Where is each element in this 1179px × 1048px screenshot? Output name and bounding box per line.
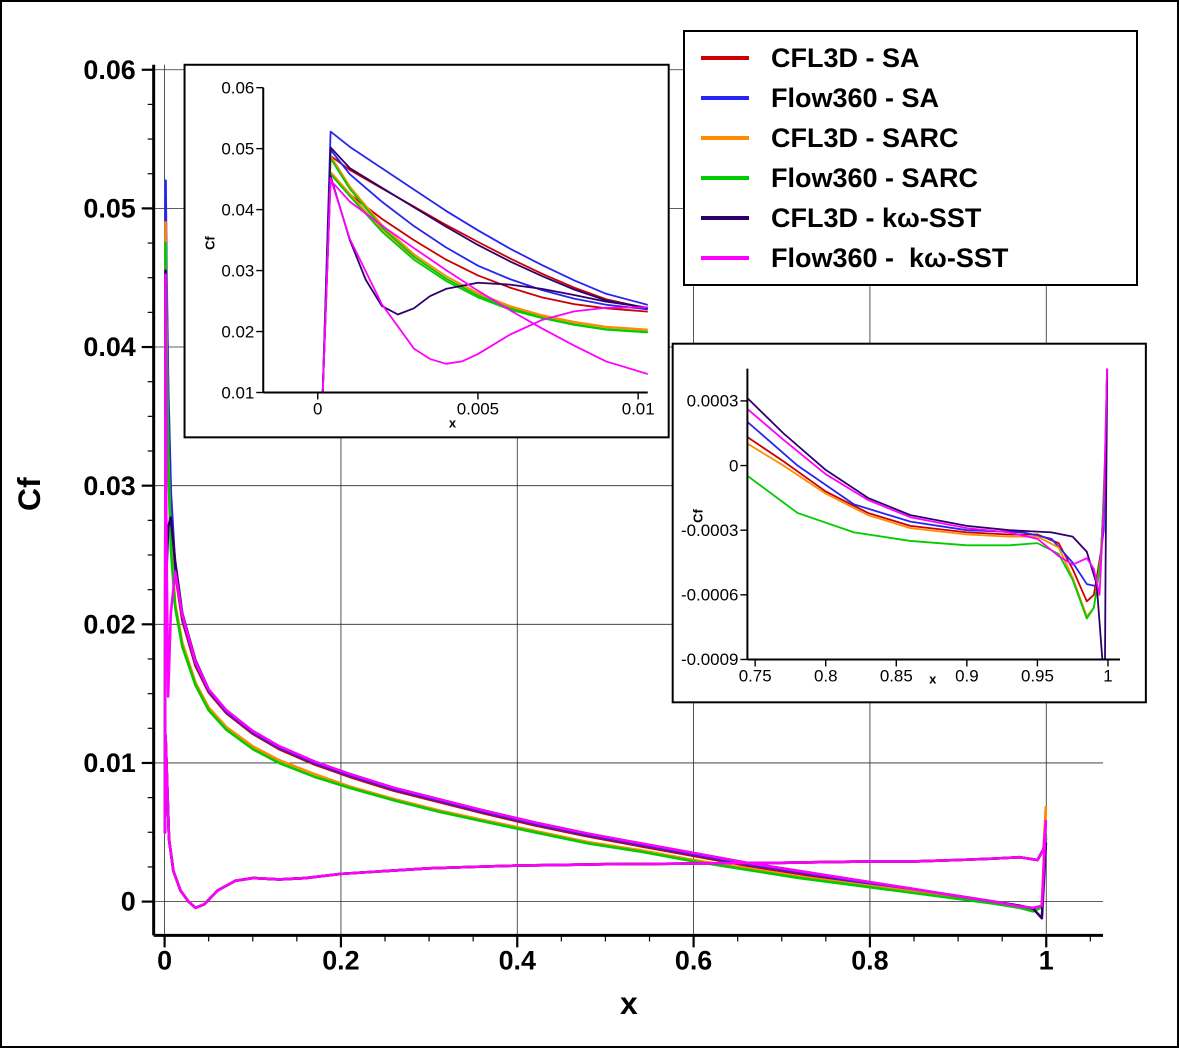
x-axis-label: x [929,671,937,686]
x-tick-label: 0.85 [880,666,913,685]
x-tick-label: 1 [1039,945,1054,975]
legend-label: Flow360 - SA [771,82,940,113]
legend-item: CFL3D - SARC [695,123,1126,154]
legend-item: CFL3D - SA [695,43,1126,74]
x-tick-label: 0.6 [675,945,712,975]
y-tick-label: 0.0003 [687,392,739,411]
y-tick-label: 0 [729,456,738,475]
y-axis-label: Cf [691,509,706,523]
y-tick-label: 0.02 [221,322,254,341]
legend: CFL3D - SA Flow360 - SA CFL3D - SARC Flo… [683,30,1138,286]
legend-label: CFL3D - SA [771,42,920,73]
series-group [321,130,648,393]
x-axis-label: x [620,985,638,1021]
y-tick-label: -0.0003 [681,521,738,540]
series-cfl3d-k-sst [164,733,1048,910]
x-tick-label: 0.8 [814,666,838,685]
legend-item: Flow360 - kω-SST [695,243,1126,274]
legend-label: Flow360 - kω-SST [771,242,1009,273]
legend-label: CFL3D - SARC [771,122,959,153]
x-tick-label: 0.005 [457,399,499,418]
y-tick-label: 0.05 [221,139,254,158]
series-flow360-sa [321,130,648,393]
series-flow360-sarc [164,733,1048,910]
series-cfl3d-sarc [164,733,1048,910]
series-group [163,179,1048,920]
legend-line-swatch [701,256,749,260]
legend-item: Flow360 - SA [695,83,1126,114]
y-tick-label: 0.04 [83,332,135,362]
legend-line-swatch [701,136,749,140]
y-tick-label: 0.03 [83,471,135,501]
inset-box [671,342,1147,704]
series-flow360-k-sst [747,368,1108,596]
y-tick-label: 0.02 [83,609,135,639]
chart-inset2: 0.75 0.8 0.85 0.9 0.95 1 0.0003 0 -0.0003 -0.0006… [671,342,1147,704]
legend-label: Flow360 - SARC [771,162,979,193]
y-tick-label: 0.01 [83,748,135,778]
y-axis-label: Cf [202,236,217,250]
legend-label: CFL3D - kω-SST [771,202,982,233]
legend-line-swatch [701,176,749,180]
x-tick-label: 0.9 [955,666,979,685]
series-group [747,368,1109,660]
y-tick-label: -0.0009 [681,650,738,669]
series-cfl3d-k-sst [321,175,648,393]
legend-line-swatch [701,216,749,220]
series-flow360-sarc [321,173,648,393]
series-flow360-sa [321,148,648,393]
y-tick-label: 0.06 [221,78,254,97]
series-flow360-sa [164,733,1048,910]
inset-box [183,63,670,439]
y-tick-label: -0.0006 [681,586,738,605]
series-flow360-k-sst [321,179,648,393]
series-flow360-sarc [163,241,1048,913]
series-flow360-k-sst [163,273,1048,910]
x-tick-label: 0.2 [322,945,359,975]
y-tick-label: 0 [121,887,136,917]
y-tick-label: 0.05 [83,194,135,224]
x-tick-label: 0.75 [739,666,772,685]
x-tick-label: 0.8 [851,945,888,975]
legend-line-swatch [701,56,749,60]
series-cfl3d-k-sst [747,368,1109,660]
series-cfl3d-sa [164,733,1048,910]
x-tick-label: 0.4 [499,945,536,975]
series-cfl3d-sa [321,155,648,393]
y-tick-label: 0.01 [221,383,254,402]
x-axis-label: x [449,415,457,430]
legend-item: Flow360 - SARC [695,163,1126,194]
x-tick-label: 0.01 [622,399,655,418]
legend-line-swatch [701,96,749,100]
series-flow360-k-sst [321,177,648,393]
series-flow360-k-sst [164,733,1048,910]
x-tick-label: 0 [157,945,172,975]
series-cfl3d-k-sst [321,146,648,393]
chart-inset1: 0 0.005 0.01 0.01 0.02 0.03 0.04 0.05 0.06 x Cf [183,63,670,439]
y-tick-label: 0.04 [221,200,254,219]
x-tick-label: 0.95 [1021,666,1054,685]
y-axis-label: Cf [11,477,47,511]
y-tick-label: 0.03 [221,261,254,280]
x-tick-label: 0 [313,399,322,418]
y-tick-label: 0.06 [83,55,135,85]
x-tick-label: 1 [1103,666,1112,685]
legend-item: CFL3D - kω-SST [695,203,1126,234]
